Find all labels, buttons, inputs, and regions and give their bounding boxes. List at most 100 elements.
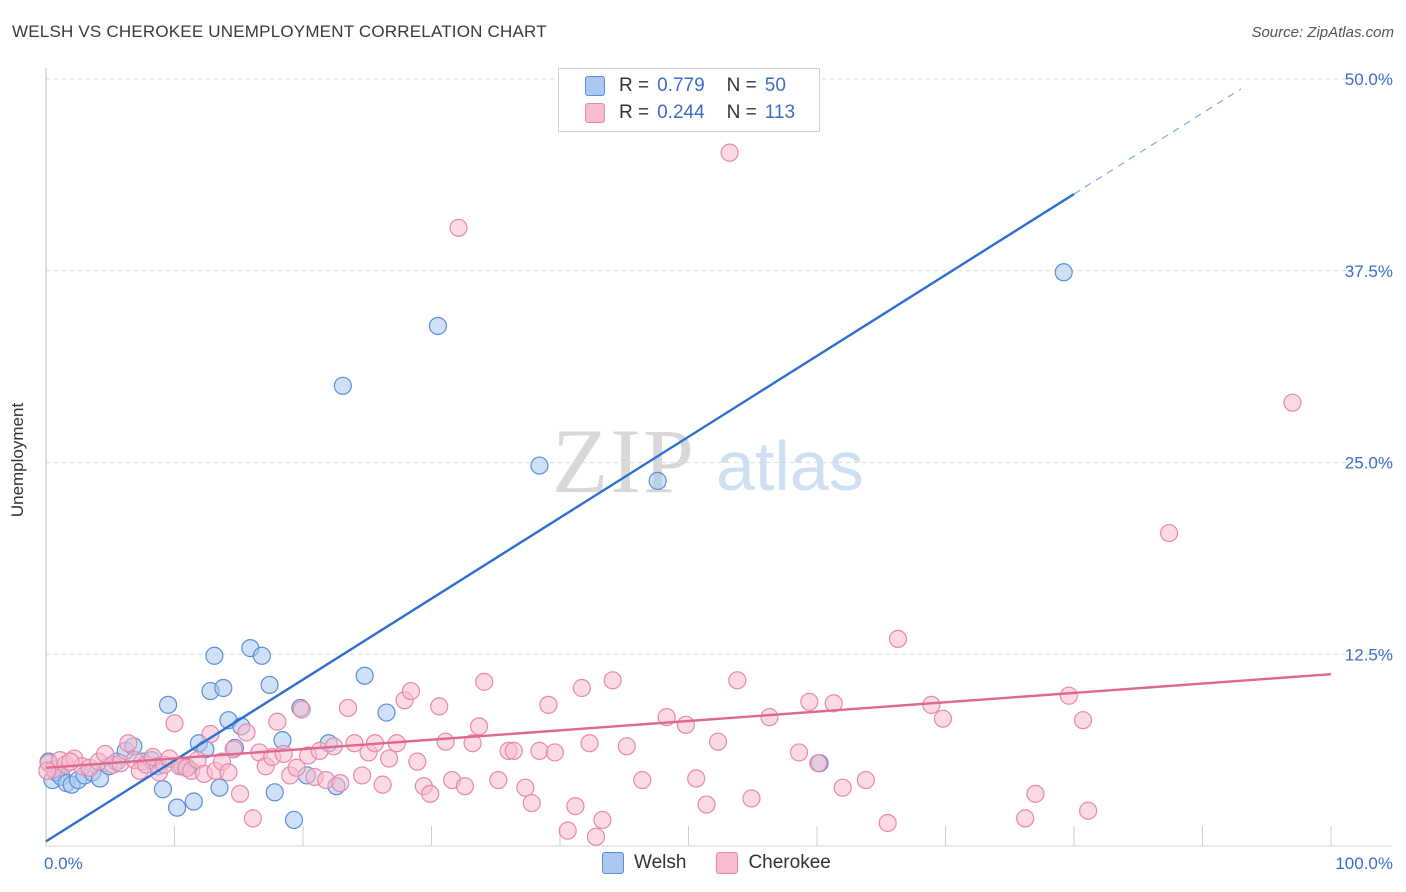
welsh-point [167,798,187,817]
cherokee-point [824,694,843,713]
cherokee-point [580,734,599,753]
cherokee-point [1016,809,1035,828]
cherokee-point [373,775,392,794]
cherokee-point [463,734,482,753]
cherokee-point [558,821,577,840]
welsh-point [530,456,549,475]
r-value: 0.244 [657,102,705,123]
cherokee-point [237,723,256,742]
n-label: N = [726,102,757,123]
cherokee-point [449,218,468,237]
legend-item-cherokee[interactable]: Cherokee [716,852,831,874]
n-label: N = [726,75,757,96]
cherokee-point [1079,801,1098,820]
cherokee-point [353,766,372,785]
cherokee-point [292,700,311,719]
r-value: 0.779 [657,75,705,96]
cherokee-point [593,810,612,830]
r-label: R = [619,102,650,123]
r-label: R = [619,75,650,96]
cherokee-point [789,743,809,762]
cherokee-point [566,797,585,816]
cherokee-point [469,717,489,736]
welsh-swatch [602,852,624,874]
cherokee-point [1159,523,1179,543]
cherokee-point [603,671,622,690]
n-value: 50 [764,75,786,96]
cherokee-point [633,770,652,790]
welsh-point [153,780,173,799]
legend-label-cherokee: Cherokee [748,852,831,873]
cherokee-point [617,737,636,756]
cherokee-point [401,681,421,701]
cherokee-point [728,671,747,690]
x-tick-label-max: 100.0% [1335,854,1393,873]
cherokee-point [530,741,549,760]
cherokee-point [800,692,819,711]
legend-row-welsh: R = 0.779 N = 50 [585,73,786,99]
cherokee-point [1073,711,1093,730]
cherokee-point [1059,686,1078,705]
y-axis-label: Unemployment [8,402,27,518]
welsh-point [355,666,374,685]
cherokee-point [586,827,606,846]
cherokee-point [708,732,728,751]
x-tick-label-min: 0.0% [44,854,83,873]
grid [46,78,1392,655]
axes [45,68,1392,847]
welsh-point [158,695,178,714]
cherokee-trend-line [45,672,1332,769]
cherokee-point [230,784,250,803]
cherokee-point [545,743,564,762]
cherokee-point [742,789,761,808]
y-tick-label: 37.5% [1345,262,1393,281]
welsh-point [648,471,667,491]
welsh-point [205,646,224,665]
cherokee-point [38,761,57,780]
tick-labels: 12.5% 25.0% 37.5% 50.0% 0.0% 100.0% [44,70,1393,873]
cherokee-point [201,724,220,744]
cherokee-point [119,734,138,753]
cherokee-point [274,744,293,764]
cherokee-swatch [716,852,739,874]
cherokee-point [455,777,475,796]
cherokee-point [933,709,953,728]
welsh-trend-line [45,193,1075,843]
series-legend: Welsh Cherokee [602,852,861,874]
trend-lines [45,88,1332,843]
welsh-point [333,376,352,395]
welsh-point [214,678,233,698]
cherokee-point [287,758,306,777]
legend-item-welsh[interactable]: Welsh [602,852,686,874]
welsh-point [210,778,229,797]
watermark-zip: ZIP [552,410,696,512]
welsh-point [260,675,279,695]
legend-row-cherokee: R = 0.244 N = 113 [585,100,795,126]
legend-label-welsh: Welsh [634,852,687,873]
cherokee-point [475,672,494,691]
cherokee-swatch [585,103,605,123]
cherokee-point [379,749,399,768]
y-tick-label: 25.0% [1345,454,1393,473]
cherokee-point [888,629,908,649]
cherokee-point [676,715,696,734]
cherokee-point [331,774,350,793]
cherokee-point [268,712,287,731]
welsh-point [428,316,448,336]
cherokee-point [1283,393,1302,412]
cherokee-point [539,695,558,714]
cherokee-point [165,714,184,733]
n-value: 113 [764,102,796,123]
cherokee-point [430,697,449,716]
welsh-point [284,810,304,830]
cherokee-point [522,793,541,813]
stats-legend: R = 0.779 N = 50 R = 0.244 N = 113 [558,68,820,132]
cherokee-point [720,143,739,162]
cherokee-point [516,778,535,797]
chart-title: WELSH VS CHEROKEE UNEMPLOYMENT CORRELATI… [12,22,547,41]
cherokee-point [421,784,440,803]
welsh-point [184,792,203,811]
cherokee-point [243,809,262,828]
cherokee-point [687,769,706,788]
cherokee-point [338,698,358,718]
